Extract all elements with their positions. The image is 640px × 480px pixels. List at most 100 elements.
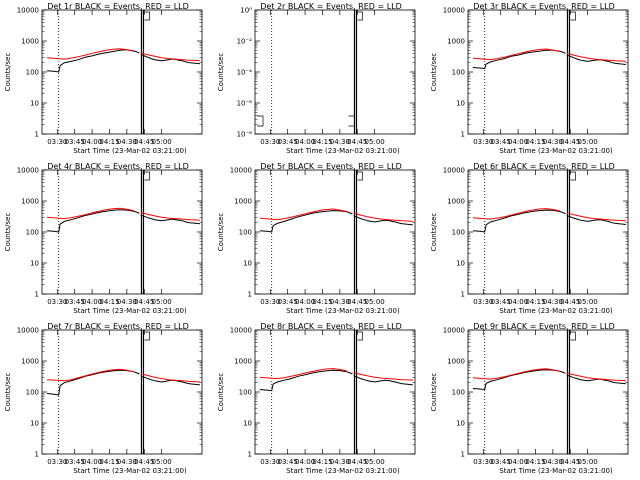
x-tick-label: 04:15 (312, 298, 332, 306)
y-tick-label: 100 (26, 229, 39, 237)
plot-frame (467, 329, 629, 455)
events-series-line (259, 210, 353, 233)
x-tick-label: 05:00 (578, 458, 598, 466)
x-tick-label: 03:45 (278, 138, 298, 146)
x-tick-label: 04:15 (99, 458, 119, 466)
x-tick-label: 04:00 (508, 298, 528, 306)
x-tick-label: 04:00 (295, 138, 315, 146)
x-axis-label: Start Time (23-Mar-02 03:21:00) (73, 147, 187, 155)
y-axis-label: Counts/sec (217, 213, 225, 252)
x-tick-label: 03:45 (65, 298, 85, 306)
chart-title: Det 3r BLACK = Events, RED = LLD (473, 2, 615, 11)
x-tick-label: 03:45 (278, 458, 298, 466)
y-tick-label: 10 (456, 260, 465, 268)
y-tick-label: 1000 (447, 198, 465, 206)
y-tick-label: 10 (456, 420, 465, 428)
lld-series-line (259, 208, 347, 221)
chart-panel: Det 4r BLACK = Events, RED = LLD 1 10 100 10… (4, 162, 203, 315)
x-tick-label: 03:30 (473, 138, 493, 146)
x-tick-label: 03:45 (491, 298, 511, 306)
chart-title: Det 4r BLACK = Events, RED = LLD (47, 162, 189, 171)
y-tick-label: 1 (461, 291, 465, 299)
events-series-line (472, 209, 566, 233)
x-tick-label: 04:30 (543, 458, 563, 466)
events-series-line (140, 53, 200, 65)
y-tick-label: 1 (35, 131, 39, 139)
x-tick-label: 03:30 (47, 138, 67, 146)
lld-series-line (472, 48, 560, 61)
y-tick-label: 100 (26, 389, 39, 397)
y-tick-label: 1000 (234, 358, 252, 366)
y-tick-label: 100 (239, 229, 252, 237)
x-tick-label: 04:15 (99, 138, 119, 146)
x-tick-label: 04:00 (82, 138, 102, 146)
x-tick-label: 04:45 (347, 458, 367, 466)
x-tick-label: 03:30 (260, 298, 280, 306)
x-tick-label: 03:45 (491, 458, 511, 466)
x-tick-label: 04:30 (330, 298, 350, 306)
y-axis-label: Counts/sec (430, 373, 438, 412)
events-series-line (566, 54, 626, 65)
x-tick-label: 04:45 (347, 298, 367, 306)
x-tick-label: 04:15 (525, 298, 545, 306)
marker-bracket (570, 331, 576, 341)
y-tick-label: 1000 (447, 358, 465, 366)
y-tick-label: 100 (452, 389, 465, 397)
y-tick-label: 1000 (21, 358, 39, 366)
plot-frame (41, 169, 203, 295)
lld-series-line (259, 368, 347, 380)
plot-frame (41, 9, 203, 135)
y-tick-label: 10000 (230, 327, 252, 335)
x-tick-label: 04:15 (312, 458, 332, 466)
y-tick-label: 1 (248, 451, 252, 459)
chart-title: Det 6r BLACK = Events, RED = LLD (473, 162, 615, 171)
chart-title: Det 7r BLACK = Events, RED = LLD (47, 322, 189, 331)
y-tick-label: 10000 (17, 167, 39, 175)
x-tick-label: 04:30 (117, 458, 137, 466)
x-tick-label: 05:00 (365, 458, 385, 466)
chart-panel: Det 9r BLACK = Events, RED = LLD 1 10 100 10… (430, 322, 629, 475)
marker-bracket (570, 171, 576, 181)
events-series-line (46, 209, 140, 233)
x-tick-label: 05:00 (578, 138, 598, 146)
x-tick-label: 05:00 (152, 138, 172, 146)
lld-series-line (140, 373, 200, 383)
plot-frame (467, 9, 629, 135)
marker-bracket (144, 171, 150, 181)
x-tick-label: 04:30 (330, 138, 350, 146)
plot-frame (41, 329, 203, 455)
chart-panel: Det 7r BLACK = Events, RED = LLD 1 10 100 10… (4, 322, 203, 475)
x-tick-label: 04:45 (560, 458, 580, 466)
y-axis-label: Counts/sec (430, 53, 438, 92)
x-tick-label: 04:00 (295, 298, 315, 306)
y-axis-label: Counts/sec (4, 213, 12, 252)
chart-panel: Det 6r BLACK = Events, RED = LLD 1 10 100 10… (430, 162, 629, 315)
x-axis-label: Start Time (23-Mar-02 03:21:00) (73, 467, 187, 475)
x-tick-label: 04:15 (525, 458, 545, 466)
x-axis-label: Start Time (23-Mar-02 03:21:00) (73, 307, 187, 315)
y-tick-label: 100 (239, 389, 252, 397)
y-axis-label: Counts/sec (4, 373, 12, 412)
y-tick-label: 10000 (443, 327, 465, 335)
lld-series-line (46, 207, 134, 220)
y-tick-label: 10⁻⁴ (237, 69, 253, 77)
x-tick-label: 04:00 (82, 298, 102, 306)
lld-series-line (140, 211, 200, 221)
events-series-line (140, 214, 200, 225)
events-series-line (566, 374, 626, 385)
y-tick-label: 10⁻² (237, 38, 253, 46)
lld-series-line (140, 52, 200, 62)
x-tick-label: 05:00 (578, 298, 598, 306)
x-tick-label: 05:00 (365, 298, 385, 306)
empty-marker (257, 115, 264, 127)
chart-title: Det 5r BLACK = Events, RED = LLD (260, 162, 402, 171)
x-tick-label: 04:00 (508, 458, 528, 466)
chart-panel: Det 2r BLACK = Events, RED = LLD 10⁻⁸ 10⁻⁶… (217, 2, 416, 155)
y-tick-label: 10 (30, 100, 39, 108)
x-tick-label: 04:00 (295, 458, 315, 466)
chart-title: Det 2r BLACK = Events, RED = LLD (260, 2, 402, 11)
y-tick-label: 10 (30, 260, 39, 268)
x-tick-label: 03:30 (473, 298, 493, 306)
x-axis-label: Start Time (23-Mar-02 03:21:00) (286, 147, 400, 155)
x-tick-label: 03:30 (47, 298, 67, 306)
